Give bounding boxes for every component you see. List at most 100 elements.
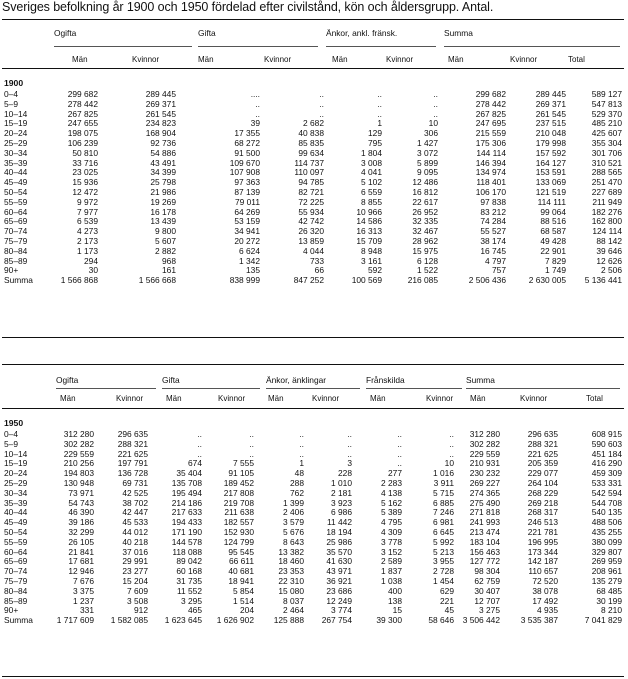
table-cell: 156 463	[469, 547, 500, 557]
table-cell: 16 812	[412, 187, 438, 197]
table-cell: 1 804	[361, 148, 382, 158]
table-cell: 1 522	[417, 266, 438, 276]
table-cell: 144 114	[476, 148, 506, 158]
age-group-label: 45–49	[4, 518, 28, 528]
table-cell: 215 559	[475, 129, 506, 139]
table-cell: 130 948	[63, 478, 94, 488]
table-cell: ..	[197, 439, 202, 449]
group-header-summa: Summa	[444, 28, 473, 38]
table-cell: 4 273	[77, 227, 98, 237]
table-cell: ..	[255, 99, 260, 109]
table-cell: 296 635	[527, 430, 558, 439]
table-cell: 32 335	[412, 217, 438, 227]
table-cell: 45 533	[122, 518, 148, 528]
age-group-label: 60–64	[4, 547, 28, 557]
table-cell: 34 399	[150, 168, 176, 178]
table-cell: 89 042	[176, 557, 202, 567]
table-cell: 221 625	[117, 449, 148, 459]
table-cell: 16 178	[150, 207, 176, 217]
table-cell: 66	[314, 266, 324, 276]
table-cell: 91 105	[228, 469, 254, 479]
table-cell: 210 256	[63, 459, 94, 469]
table-cell: 138	[388, 596, 402, 606]
age-group-label: 75–79	[4, 236, 28, 246]
age-group-label: 30–34	[4, 488, 28, 498]
table-cell: 171 190	[171, 527, 202, 537]
table-cell: 15 709	[356, 236, 382, 246]
table-cell: 54 743	[68, 498, 94, 508]
table-cell: 98 304	[474, 567, 500, 577]
age-group-label: 0–4	[4, 90, 18, 99]
table-cell: 5 992	[433, 537, 454, 547]
table-cell: 42 742	[298, 217, 324, 227]
table-cell: 43 491	[150, 158, 176, 168]
age-group-label: 5–9	[4, 439, 18, 449]
table-cell: 73 971	[68, 488, 94, 498]
table-cell: 198 075	[67, 129, 98, 139]
table-cell: 68 485	[596, 586, 622, 596]
table-cell: 301 706	[591, 148, 622, 158]
table-cell: 68 587	[540, 227, 566, 237]
table-cell: 74 284	[480, 217, 506, 227]
table-cell: 3 161	[361, 256, 382, 266]
table-cell: 299 682	[67, 90, 98, 99]
table-cell: 488 506	[591, 518, 622, 528]
table-cell: 589 127	[591, 90, 622, 99]
table-cell: 85 835	[298, 138, 324, 148]
table-cell: 234 823	[145, 119, 176, 129]
table-cell: 26 105	[68, 537, 94, 547]
table-cell: 8 037	[283, 596, 304, 606]
group-underline	[266, 388, 360, 389]
table-cell: 7 609	[127, 586, 148, 596]
table-cell: 121 519	[535, 187, 566, 197]
group-header-ankor: Änkor, änklingar	[266, 375, 327, 385]
table-cell: 542 594	[591, 488, 622, 498]
table-cell: 88 516	[540, 217, 566, 227]
table-cell: 5 136 441	[584, 276, 622, 286]
age-group-label: 5–9	[4, 99, 18, 109]
table-row: 45–49 15 936 25 798 97 363 94 785 5 102 12 486…	[2, 178, 624, 188]
table-cell: 21 986	[150, 187, 176, 197]
subheader-kvinnor: Kvinnor	[312, 394, 340, 403]
table-cell: 451 184	[591, 449, 622, 459]
table-cell: 13 859	[298, 236, 324, 246]
table-cell: 3	[347, 459, 352, 469]
table-cell: 168 904	[145, 129, 176, 139]
table-cell: 5 854	[233, 586, 254, 596]
table-cell: 7 676	[73, 576, 94, 586]
table-cell: 40 218	[122, 537, 148, 547]
subheader-total: Total	[586, 394, 603, 403]
table-cell: 544 708	[591, 498, 622, 508]
table-cell: 213 474	[469, 527, 500, 537]
group-underline	[466, 388, 620, 389]
table-cell: 97 838	[480, 197, 506, 207]
table-row: 30–34 73 971 42 525 195 494 217 808 762 2 181 4…	[2, 489, 624, 499]
age-group-label: 25–29	[4, 138, 28, 148]
table-cell: 4 797	[485, 256, 506, 266]
table-cell: 246 513	[527, 518, 558, 528]
age-group-label: 75–79	[4, 576, 28, 586]
table-cell: 269 959	[591, 557, 622, 567]
table-cell: 79 011	[235, 197, 260, 207]
table-cell: 3 774	[331, 606, 352, 616]
subheader-kvinnor: Kvinnor	[116, 394, 144, 403]
group-header-gifta: Gifta	[198, 28, 216, 38]
table-cell: ..	[397, 449, 402, 459]
table-cell: ..	[449, 449, 454, 459]
age-group-label: 90+	[4, 266, 19, 276]
table-row: 40–44 46 390 42 447 217 633 211 638 2 406 6 98…	[2, 508, 624, 518]
table-cell: 795	[368, 138, 382, 148]
table-cell: 2 173	[77, 236, 98, 246]
table-row: 25–29 106 239 92 736 68 272 85 835 795 1 427 17…	[2, 139, 624, 149]
table-cell: 10 966	[356, 207, 382, 217]
table-cell: 5 102	[361, 178, 382, 188]
table-cell: 268 229	[527, 488, 558, 498]
table-cell: 912	[134, 606, 148, 616]
table-cell: ..	[377, 99, 382, 109]
table-cell: 310 521	[591, 158, 622, 168]
table-cell: 2 589	[381, 557, 402, 567]
age-group-label: 40–44	[4, 168, 28, 178]
table-cell: 217 808	[223, 488, 254, 498]
table-cell: 288 565	[591, 168, 622, 178]
table-cell: 124 114	[592, 227, 622, 237]
